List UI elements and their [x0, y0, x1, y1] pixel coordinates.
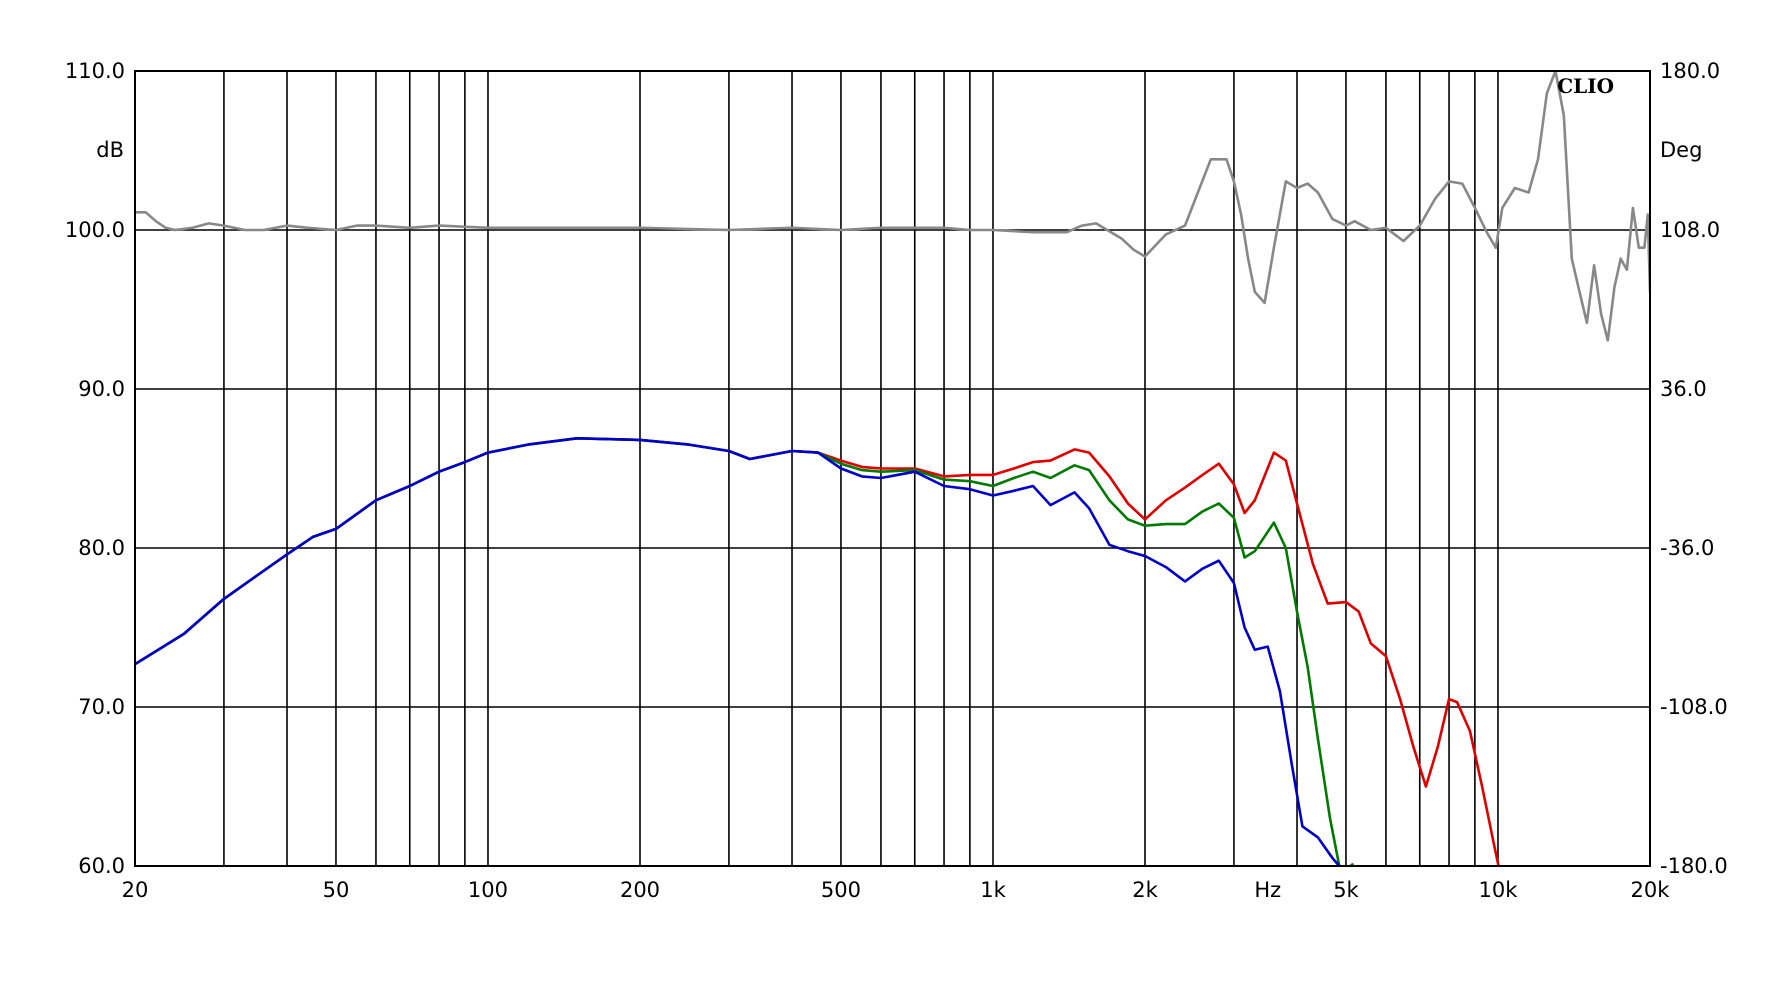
- brand-label: CLIO: [1557, 74, 1614, 98]
- axis-labels: 20 50 100 200 500 1k 2k 5k 10k 20k Hz 110.0 100.0 90.…: [65, 59, 1728, 902]
- x-tick-label-5: 1k: [980, 878, 1006, 902]
- x-tick-label-9: 20k: [1631, 878, 1671, 902]
- y-left-tick-label-5: 60.0: [78, 854, 125, 878]
- y-right-tick-label-5: -180.0: [1660, 854, 1728, 878]
- x-tick-label-1: 50: [323, 878, 350, 902]
- x-tick-label-6: 2k: [1132, 878, 1158, 902]
- y-left-tick-label-4: 70.0: [78, 695, 125, 719]
- y-right-unit-label: Deg: [1660, 138, 1702, 162]
- series-line-3: [135, 437, 1341, 866]
- plot-frame: [134, 70, 1651, 867]
- x-tick-label-8: 10k: [1479, 878, 1519, 902]
- y-right-tick-label-2: 36.0: [1660, 377, 1707, 401]
- y-left-tick-label-3: 80.0: [78, 536, 125, 560]
- y-right-tick-label-1: 108.0: [1660, 218, 1720, 242]
- x-tick-label-3: 200: [620, 878, 660, 902]
- x-tick-label-0: 20: [122, 878, 149, 902]
- x-tick-label-2: 100: [468, 878, 508, 902]
- y-left-tick-label-0: 110.0: [65, 59, 125, 83]
- y-left-tick-label-2: 90.0: [78, 377, 125, 401]
- x-axis-unit-label: Hz: [1254, 878, 1281, 902]
- y-right-tick-label-0: 180.0: [1660, 59, 1720, 83]
- x-tick-label-4: 500: [821, 878, 861, 902]
- x-tick-label-7: 5k: [1333, 878, 1359, 902]
- series-group: [135, 71, 1650, 866]
- series-line-0: [135, 71, 1650, 342]
- y-left-tick-label-1: 100.0: [65, 218, 125, 242]
- y-left-unit-label: dB: [96, 138, 124, 162]
- y-right-tick-label-4: -108.0: [1660, 695, 1728, 719]
- y-right-tick-label-3: -36.0: [1660, 536, 1714, 560]
